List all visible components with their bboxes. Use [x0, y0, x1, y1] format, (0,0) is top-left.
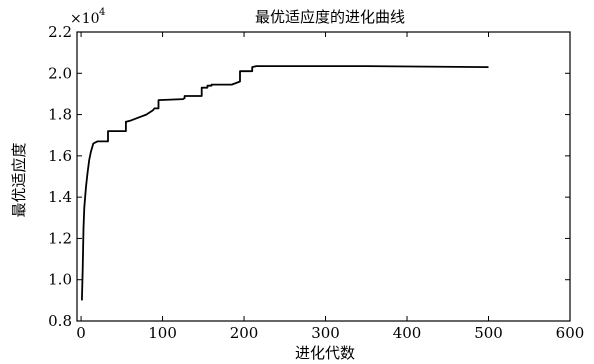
- y-tick-label: 1.2: [48, 229, 72, 247]
- y-tick-label: 1.6: [48, 147, 72, 165]
- y-tick-label: 1.4: [48, 188, 72, 206]
- y-multiplier-text: ×10: [70, 11, 100, 27]
- series-line: [81, 65, 489, 301]
- chart-title: 最优适应度的进化曲线: [255, 8, 405, 26]
- y-tick-label: 1.0: [48, 271, 72, 289]
- x-tick-label: 0: [76, 324, 86, 342]
- x-tick-label: 400: [393, 324, 422, 342]
- y-multiplier-exponent: 4: [99, 7, 105, 18]
- x-tick-label: 200: [230, 324, 259, 342]
- x-tick-label: 300: [311, 324, 340, 342]
- plot-area-frame: [76, 31, 571, 322]
- x-tick-label: 600: [556, 324, 585, 342]
- x-tick-label: 500: [474, 324, 503, 342]
- y-tick-label: 0.8: [48, 312, 72, 330]
- y-axis-multiplier: ×10 4: [70, 7, 105, 27]
- y-axis-ticks: 0.8 1.0 1.2 1.4 1.6 1.8 2.0 2.2: [48, 23, 570, 330]
- x-tick-label: 100: [148, 324, 177, 342]
- y-tick-label: 2.0: [48, 64, 72, 82]
- series-layer: [81, 65, 489, 301]
- y-tick-label: 2.2: [48, 23, 72, 41]
- x-axis-ticks: 0 100 200 300 400 500 600: [76, 32, 584, 342]
- y-tick-label: 1.8: [48, 106, 72, 124]
- x-axis-label: 进化代数: [295, 344, 355, 362]
- y-axis-label: 最优适应度: [10, 142, 28, 217]
